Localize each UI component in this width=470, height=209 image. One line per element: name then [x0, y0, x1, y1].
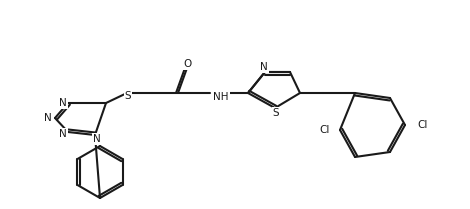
Text: N: N: [59, 129, 67, 139]
Text: S: S: [273, 108, 279, 118]
Text: Cl: Cl: [418, 120, 428, 130]
Text: S: S: [125, 91, 131, 101]
Text: N: N: [260, 62, 268, 72]
Text: Cl: Cl: [320, 125, 330, 135]
Text: NH: NH: [213, 92, 228, 102]
Text: N: N: [93, 134, 101, 144]
Text: O: O: [184, 59, 192, 69]
Text: N: N: [59, 98, 67, 108]
Text: N: N: [44, 113, 52, 123]
